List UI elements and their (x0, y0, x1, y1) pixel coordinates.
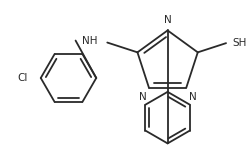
Text: N: N (164, 14, 172, 24)
Text: N: N (139, 92, 146, 102)
Text: Cl: Cl (18, 73, 28, 83)
Text: SH: SH (233, 38, 247, 48)
Text: N: N (189, 92, 196, 102)
Text: NH: NH (82, 36, 97, 46)
